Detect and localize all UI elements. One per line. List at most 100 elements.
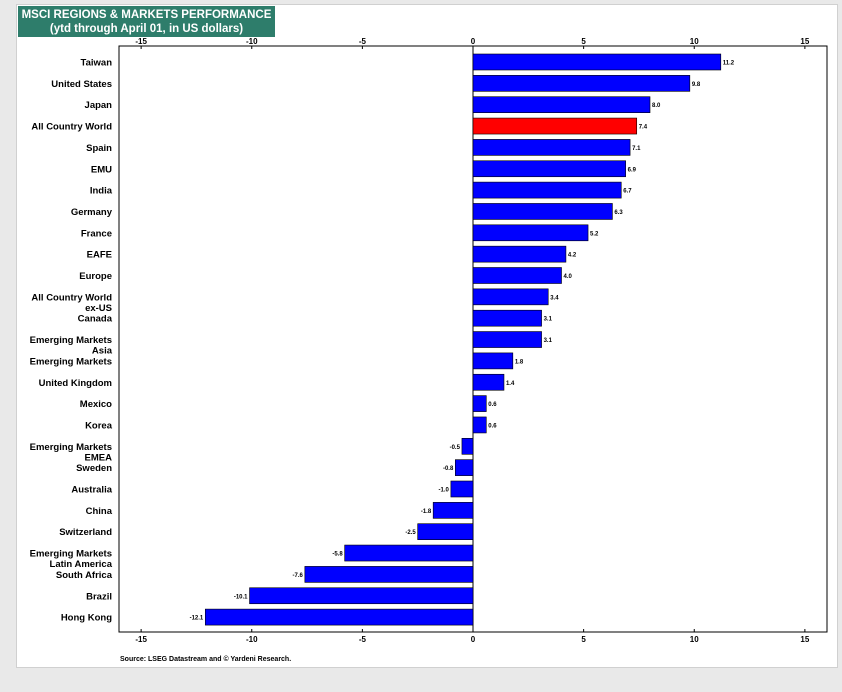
- bar-value-label: 1.8: [515, 359, 524, 365]
- x-tick-label-top: -5: [359, 37, 367, 46]
- category-label: Japan: [85, 100, 113, 111]
- bar: [450, 480, 474, 498]
- bar-value-label: 6.9: [628, 167, 637, 173]
- bar-value-label: 6.7: [623, 189, 632, 195]
- category-label: EMEA: [85, 452, 113, 463]
- bar-value-label: 8.0: [652, 103, 661, 109]
- bar: [249, 587, 474, 605]
- category-label: Emerging Markets: [30, 356, 112, 367]
- category-label: All Country World: [31, 292, 112, 303]
- bar-value-label: -0.8: [443, 466, 454, 472]
- x-tick-label-top: 5: [581, 37, 586, 46]
- chart-title-box: MSCI REGIONS & MARKETS PERFORMANCE (ytd …: [18, 6, 275, 37]
- category-label: Hong Kong: [61, 613, 112, 624]
- bar-value-label: -2.5: [405, 530, 416, 536]
- bar-value-label: 1.4: [506, 381, 515, 387]
- bar-value-label: 4.0: [564, 274, 573, 280]
- category-label: Emerging Markets: [30, 335, 112, 346]
- bar: [472, 117, 638, 135]
- bar: [472, 53, 722, 71]
- chart-title: MSCI REGIONS & MARKETS PERFORMANCE: [21, 9, 272, 21]
- bar: [472, 288, 549, 306]
- bar: [472, 224, 589, 242]
- category-label: Spain: [86, 143, 112, 154]
- category-label: Brazil: [86, 591, 112, 602]
- category-label: Canada: [78, 314, 113, 325]
- bar: [304, 566, 474, 583]
- bar: [472, 96, 651, 113]
- x-tick-label-bottom: -5: [359, 635, 367, 644]
- bar: [417, 523, 474, 541]
- x-tick-label-bottom: 10: [690, 635, 699, 644]
- bar: [472, 160, 626, 178]
- bar-value-label: 7.4: [639, 125, 648, 131]
- x-tick-label-bottom: 0: [471, 635, 476, 644]
- x-tick-label-bottom: 15: [800, 635, 809, 644]
- category-label: France: [81, 228, 112, 239]
- bar-value-label: 6.3: [614, 210, 623, 216]
- bar-value-label: 3.1: [544, 317, 553, 323]
- x-tick-label-bottom: -10: [246, 635, 258, 644]
- bar-value-label: 5.2: [590, 231, 599, 237]
- bar-value-label: 4.2: [568, 253, 577, 259]
- bar-value-label: -0.5: [450, 445, 461, 451]
- category-label: Sweden: [76, 463, 112, 474]
- bar-value-label: 3.1: [544, 338, 553, 344]
- bar: [344, 544, 474, 562]
- bar: [204, 608, 474, 626]
- bar-value-label: -1.0: [439, 488, 450, 494]
- bar: [472, 139, 631, 156]
- category-label: ex-US: [85, 303, 112, 314]
- bar-value-label: 3.4: [550, 295, 559, 301]
- bar: [472, 309, 542, 327]
- chart-subtitle: (ytd through April 01, in US dollars): [49, 23, 244, 35]
- category-label: Australia: [71, 485, 112, 496]
- category-label: EAFE: [87, 250, 112, 261]
- category-label: India: [90, 186, 113, 197]
- category-label: All Country World: [31, 122, 112, 133]
- bar: [454, 459, 474, 476]
- category-label: Asia: [92, 346, 113, 357]
- bar: [472, 416, 487, 434]
- bar-value-label: -12.1: [190, 616, 204, 622]
- bar: [472, 352, 514, 370]
- x-tick-label-bottom: -15: [135, 635, 147, 644]
- category-label: South Africa: [56, 570, 113, 581]
- category-label: Emerging Markets: [30, 442, 112, 453]
- x-tick-label-top: 10: [690, 37, 699, 46]
- bar: [472, 203, 613, 220]
- category-label: United States: [51, 79, 112, 90]
- bar-value-label: -10.1: [234, 594, 248, 600]
- category-label: Mexico: [80, 399, 112, 410]
- bar: [472, 373, 505, 391]
- category-label: Korea: [85, 420, 113, 431]
- category-label: Latin America: [50, 559, 113, 570]
- x-tick-label-top: 15: [800, 37, 809, 46]
- bar-value-label: 11.2: [723, 61, 735, 67]
- bar: [432, 502, 474, 519]
- bar: [472, 395, 487, 412]
- category-label: Taiwan: [81, 58, 113, 69]
- bar: [472, 331, 542, 348]
- category-label: Europe: [79, 271, 112, 282]
- bar: [461, 437, 474, 455]
- bar: [472, 245, 567, 263]
- bar-value-label: -7.6: [293, 573, 304, 579]
- category-label: China: [86, 506, 113, 517]
- bar-value-label: -1.8: [421, 509, 432, 515]
- bar-value-label: 7.1: [632, 146, 641, 152]
- bar-value-label: 0.6: [488, 423, 497, 429]
- category-label: Germany: [71, 207, 113, 218]
- bar: [472, 267, 562, 284]
- category-label: United Kingdom: [39, 378, 112, 389]
- category-label: Switzerland: [59, 527, 112, 538]
- bar-value-label: 0.6: [488, 402, 497, 408]
- bar-value-label: -5.8: [332, 552, 343, 558]
- bar: [472, 181, 622, 199]
- x-tick-label-bottom: 5: [581, 635, 586, 644]
- bar-value-label: 9.8: [692, 82, 701, 88]
- category-label: Emerging Markets: [30, 549, 112, 560]
- x-tick-label-top: -10: [246, 37, 258, 46]
- source-note: Source: LSEG Datastream and © Yardeni Re…: [120, 656, 292, 663]
